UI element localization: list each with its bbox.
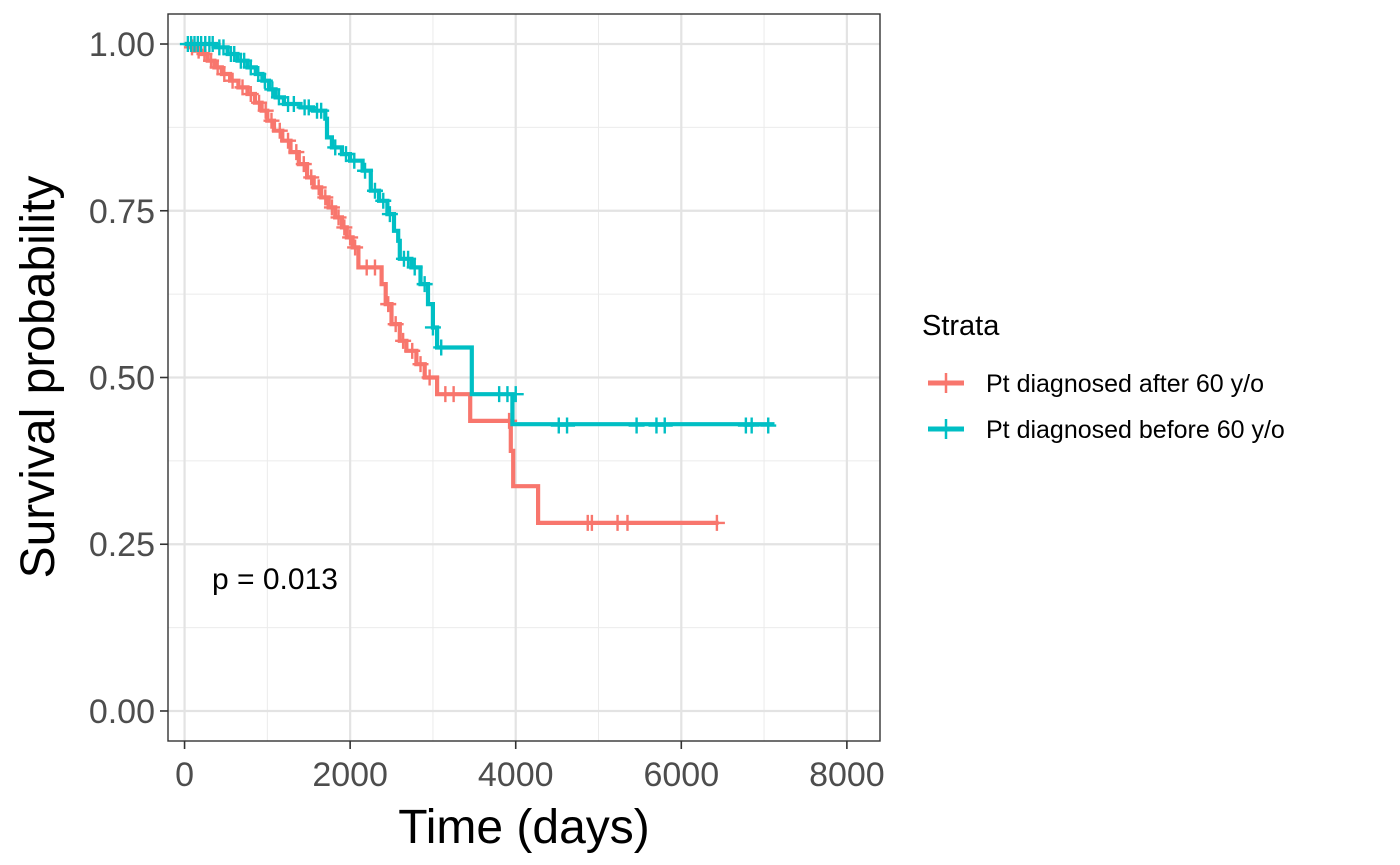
censor-mark <box>242 86 259 103</box>
censor-mark <box>257 102 274 119</box>
censor-mark <box>226 46 243 63</box>
censor-mark <box>204 36 221 53</box>
censor-mark <box>400 250 417 267</box>
y-tick-label: 0.75 <box>89 193 155 231</box>
censor-mark <box>380 296 397 313</box>
legend-title: Strata <box>922 310 1000 342</box>
censor-mark <box>285 96 302 113</box>
censor-mark <box>406 259 423 276</box>
censor-mark <box>264 81 281 98</box>
censor-mark <box>317 189 334 206</box>
censor-mark <box>234 79 251 96</box>
censor-mark <box>366 259 383 276</box>
censor-mark <box>250 66 267 83</box>
censor-mark <box>242 59 259 76</box>
series-group <box>179 36 777 434</box>
censor-mark <box>203 52 220 69</box>
censor-mark <box>224 72 241 89</box>
censor-mark <box>313 102 330 119</box>
censor-mark <box>619 514 636 531</box>
censor-mark <box>295 156 312 173</box>
censor-mark <box>412 356 429 373</box>
censor-mark <box>346 152 363 169</box>
censor-mark <box>395 332 412 349</box>
censor-mark <box>342 229 359 246</box>
x-axis: 0 2000 4000 6000 8000 <box>175 741 885 794</box>
censor-mark <box>583 514 600 531</box>
x-tick-label: 8000 <box>809 756 885 794</box>
series-layer <box>179 36 777 531</box>
censor-mark <box>357 162 374 179</box>
major-grid <box>168 14 880 741</box>
y-axis: 0.00 0.25 0.50 0.75 1.00 <box>89 26 168 731</box>
y-tick-label: 0.50 <box>89 360 155 398</box>
censor-mark <box>300 99 317 116</box>
censor-mark <box>209 59 226 76</box>
censor-mark <box>288 144 305 161</box>
x-tick-label: 2000 <box>312 756 388 794</box>
censor-mark <box>760 417 777 434</box>
censor-mark <box>381 206 398 223</box>
censor-mark <box>347 239 364 256</box>
censor-mark <box>743 417 760 434</box>
censor-mark <box>303 169 320 186</box>
censor-mark <box>251 94 268 111</box>
censor-mark <box>270 89 287 106</box>
censor-mark <box>280 132 297 149</box>
censor-mark <box>271 122 288 139</box>
y-axis-title: Survival probability <box>12 176 65 579</box>
censor-mark <box>424 319 441 336</box>
censor-mark <box>366 182 383 199</box>
legend-item-before-60: Pt diagnosed before 60 y/o <box>928 416 1285 444</box>
x-tick-label: 6000 <box>643 756 719 794</box>
legend-item-after-60: Pt diagnosed after 60 y/o <box>928 370 1264 398</box>
censor-mark <box>375 192 392 209</box>
censor-mark <box>236 52 253 69</box>
censor-mark <box>433 339 450 356</box>
y-tick-label: 0.00 <box>89 693 155 731</box>
censor-mark <box>323 199 340 216</box>
legend: Strata Pt diagnosed after 60 y/o Pt diag… <box>922 310 1285 444</box>
censor-mark <box>256 72 273 89</box>
censor-mark <box>507 386 524 403</box>
censor-mark <box>336 219 353 236</box>
censor-mark <box>628 417 645 434</box>
x-axis-title: Time (days) <box>398 801 650 854</box>
annotation-pvalue: p = 0.013 <box>212 563 338 596</box>
x-tick-label: 4000 <box>478 756 554 794</box>
censor-mark <box>559 417 576 434</box>
censor-mark <box>215 39 232 56</box>
censor-mark <box>330 209 347 226</box>
censor-mark <box>216 66 233 83</box>
censor-mark <box>263 112 280 129</box>
x-tick-label: 0 <box>175 756 194 794</box>
censor-mark <box>404 342 421 359</box>
censor-mark <box>338 146 354 163</box>
censor-mark <box>327 139 344 156</box>
legend-label: Pt diagnosed after 60 y/o <box>986 370 1264 398</box>
censor-mark <box>708 514 725 531</box>
censor-mark <box>421 369 438 386</box>
censor-mark <box>656 417 673 434</box>
censor-mark <box>445 386 462 403</box>
censor-mark <box>310 179 327 196</box>
censor-mark <box>416 276 433 293</box>
y-tick-label: 1.00 <box>89 26 155 64</box>
censor-mark <box>387 316 404 333</box>
y-tick-label: 0.25 <box>89 526 155 564</box>
legend-label: Pt diagnosed before 60 y/o <box>986 416 1285 444</box>
